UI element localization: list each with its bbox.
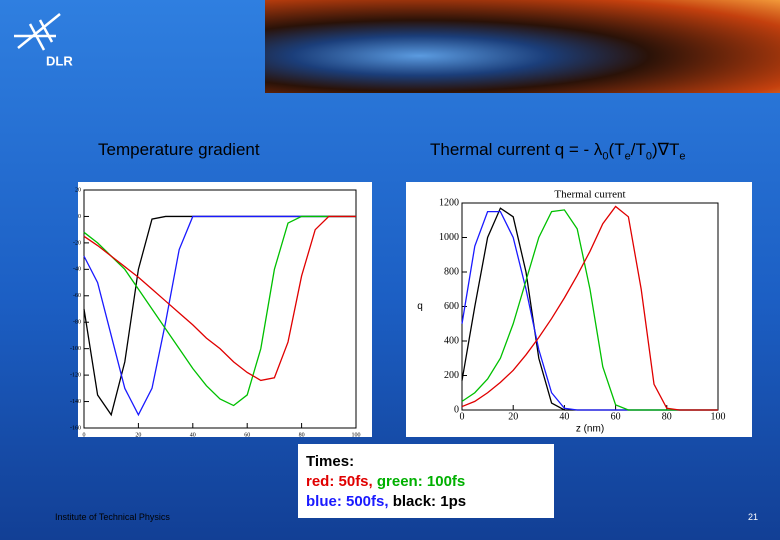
y-tick-label: 1200	[439, 197, 459, 208]
legend-black: black: 1ps	[392, 493, 467, 510]
heading-part: Thermal current q = - λ	[430, 140, 603, 159]
left-heading: Temperature gradient	[98, 140, 260, 159]
legend-red: red: 50fs,	[306, 473, 373, 490]
logo: DLR	[14, 13, 73, 68]
x-tick-label: 40	[559, 411, 569, 422]
y-tick-label: -40	[73, 267, 81, 273]
series-line	[83, 215, 356, 417]
legend-box: Times: red: 50fs, green: 100fs blue: 500…	[298, 444, 554, 518]
right-chart-frame	[406, 182, 752, 437]
left-chart-frame	[78, 182, 372, 437]
y-tick-label: -60	[73, 293, 81, 299]
x-tick-label: 20	[135, 432, 141, 438]
x-tick-label: 100	[352, 432, 361, 438]
legend-title: Times:	[306, 453, 355, 470]
y-tick-label: 600	[444, 301, 459, 312]
y-tick-label: -100	[70, 346, 81, 352]
series-line	[461, 209, 718, 411]
heading-part: 0	[645, 150, 652, 163]
x-tick-label: 100	[711, 411, 726, 422]
heading-part: e	[679, 150, 686, 163]
y-tick-label: -120	[70, 372, 81, 378]
heading-part: 0	[602, 150, 609, 163]
x-tick-label: 40	[190, 432, 196, 438]
series-line	[83, 215, 356, 407]
plot-frame	[461, 202, 719, 411]
legend-green: green: 100fs	[376, 473, 466, 490]
x-tick-label: 80	[662, 411, 672, 422]
y-tick-label: 1000	[439, 232, 459, 243]
series-line	[461, 207, 718, 411]
y-tick-label: 800	[444, 266, 459, 277]
heading-part: e	[624, 150, 631, 163]
y-tick-label: -160	[70, 425, 81, 431]
series-line	[83, 215, 356, 382]
y-axis-label: q	[417, 301, 423, 312]
y-tick-label: 20	[75, 187, 81, 193]
heading-part: )∇T	[651, 140, 680, 159]
heading-part: (T	[608, 140, 625, 159]
x-axis-label: z (nm)	[576, 424, 604, 435]
x-tick-label: 60	[244, 432, 250, 438]
heading-part: /T	[630, 140, 646, 159]
logo-text: DLR	[46, 53, 73, 68]
y-tick-label: -140	[70, 399, 81, 405]
y-tick-label: -20	[73, 240, 81, 246]
series-line	[461, 210, 718, 411]
series-line	[461, 205, 718, 411]
x-tick-label: 20	[508, 411, 518, 422]
x-tick-label: 60	[611, 411, 621, 422]
page-number: 21	[748, 512, 759, 522]
y-tick-label: 400	[444, 335, 459, 346]
banner-image	[265, 0, 780, 93]
y-tick-label: 200	[444, 370, 459, 381]
footer: Institute of Technical Physics	[55, 512, 170, 522]
legend-blue: blue: 500fs,	[306, 493, 389, 510]
y-tick-label: -80	[73, 320, 81, 326]
chart-title: Thermal current	[554, 189, 625, 201]
right-heading: Thermal current q = - λ0(Te/T0)∇Te	[430, 140, 686, 162]
plot-frame	[83, 189, 357, 429]
x-tick-label: 0	[83, 432, 86, 438]
y-tick-label: 0	[454, 404, 459, 415]
x-tick-label: 80	[299, 432, 305, 438]
series-line	[83, 215, 356, 417]
x-tick-label: 0	[460, 411, 465, 422]
y-tick-label: 0	[78, 214, 81, 220]
